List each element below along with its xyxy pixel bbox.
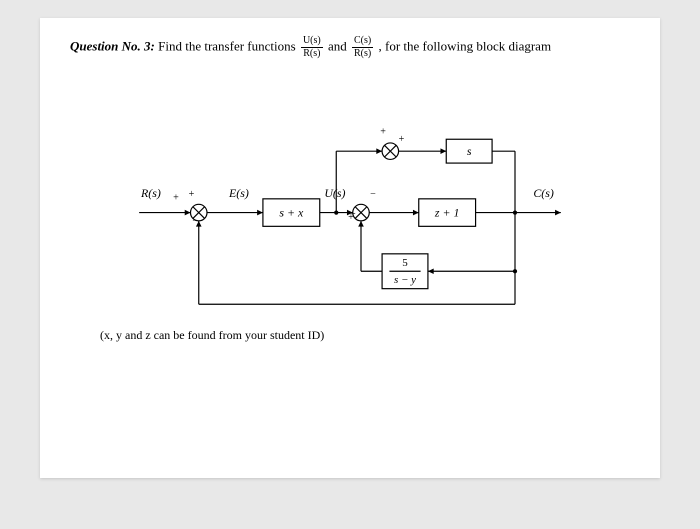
svg-text:C(s): C(s) — [533, 186, 554, 200]
tf1-fraction: U(s)R(s) — [301, 36, 323, 59]
prompt-before: Find the transfer functions — [155, 38, 299, 53]
svg-text:E(s): E(s) — [228, 186, 249, 200]
svg-text:s − y: s − y — [394, 274, 416, 286]
svg-text:s: s — [467, 144, 472, 158]
svg-text:+: + — [189, 189, 195, 200]
footnote: (x, y and z can be found from your stude… — [100, 328, 324, 343]
and-text: and — [325, 38, 350, 53]
svg-text:R(s): R(s) — [140, 186, 161, 200]
svg-text:−: − — [370, 189, 376, 200]
svg-text:U(s): U(s) — [324, 186, 345, 200]
svg-text:+: + — [348, 212, 354, 223]
question-number: Question No. 3: — [70, 38, 155, 53]
svg-text:+: + — [173, 193, 179, 204]
tf2-fraction: C(s)R(s) — [352, 36, 373, 59]
svg-text:5: 5 — [402, 257, 408, 269]
question-text: Question No. 3: Find the transfer functi… — [70, 36, 630, 59]
prompt-after: , for the following block diagram — [375, 38, 551, 53]
block-diagram: s + x z + 1 s 5 s − y R(s) E(s) U(s) C(s) + + + − + − +… — [100, 98, 600, 318]
svg-text:+: + — [380, 127, 386, 138]
svg-text:+: + — [399, 134, 405, 145]
svg-text:s + x: s + x — [279, 205, 304, 219]
svg-text:−: − — [192, 216, 198, 227]
svg-text:z + 1: z + 1 — [434, 205, 460, 219]
